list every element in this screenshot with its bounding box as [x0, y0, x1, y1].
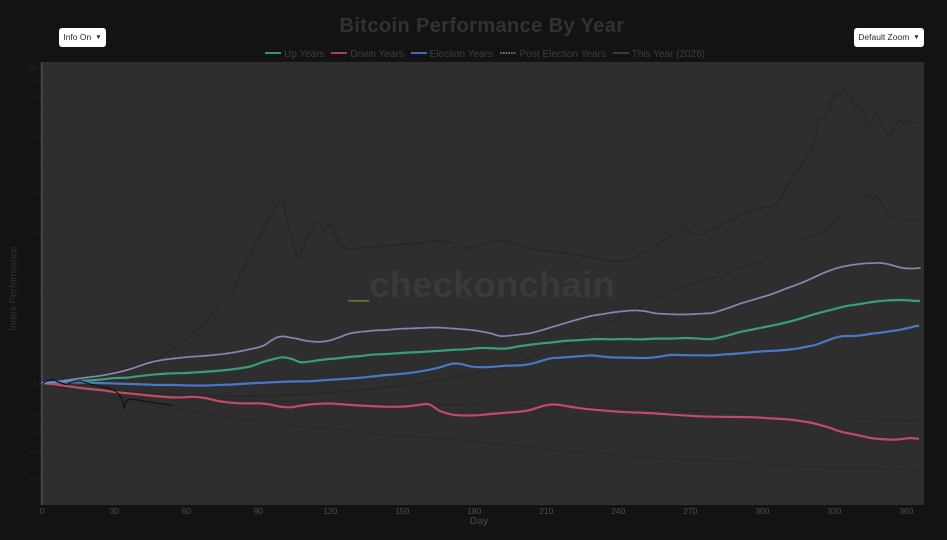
- svg-text:180: 180: [467, 506, 481, 516]
- svg-text:9: 9: [33, 79, 37, 86]
- svg-text:300: 300: [755, 506, 769, 516]
- svg-text:0.6: 0.6: [28, 450, 37, 457]
- svg-text:0.5: 0.5: [28, 475, 37, 482]
- svg-text:2: 2: [33, 285, 37, 292]
- svg-text:1: 1: [33, 379, 38, 388]
- svg-text:360: 360: [899, 506, 913, 516]
- svg-text:30: 30: [110, 506, 120, 516]
- svg-text:0: 0: [40, 506, 45, 516]
- svg-text:330: 330: [827, 506, 841, 516]
- svg-text:90: 90: [254, 506, 264, 516]
- svg-text:210: 210: [539, 506, 553, 516]
- svg-text:120: 120: [323, 506, 337, 516]
- svg-text:10: 10: [28, 63, 37, 72]
- svg-text:3: 3: [33, 230, 37, 237]
- svg-text:6: 6: [33, 135, 37, 142]
- svg-text:0.8: 0.8: [28, 411, 37, 418]
- svg-text:4: 4: [33, 190, 37, 197]
- svg-text:0.9: 0.9: [28, 394, 37, 401]
- svg-text:240: 240: [611, 506, 625, 516]
- svg-text:8: 8: [33, 96, 37, 103]
- svg-text:60: 60: [182, 506, 192, 516]
- svg-text:5: 5: [33, 160, 37, 167]
- svg-text:0.7: 0.7: [28, 429, 37, 436]
- svg-text:7: 7: [33, 114, 37, 121]
- svg-text:270: 270: [683, 506, 697, 516]
- svg-text:150: 150: [395, 506, 409, 516]
